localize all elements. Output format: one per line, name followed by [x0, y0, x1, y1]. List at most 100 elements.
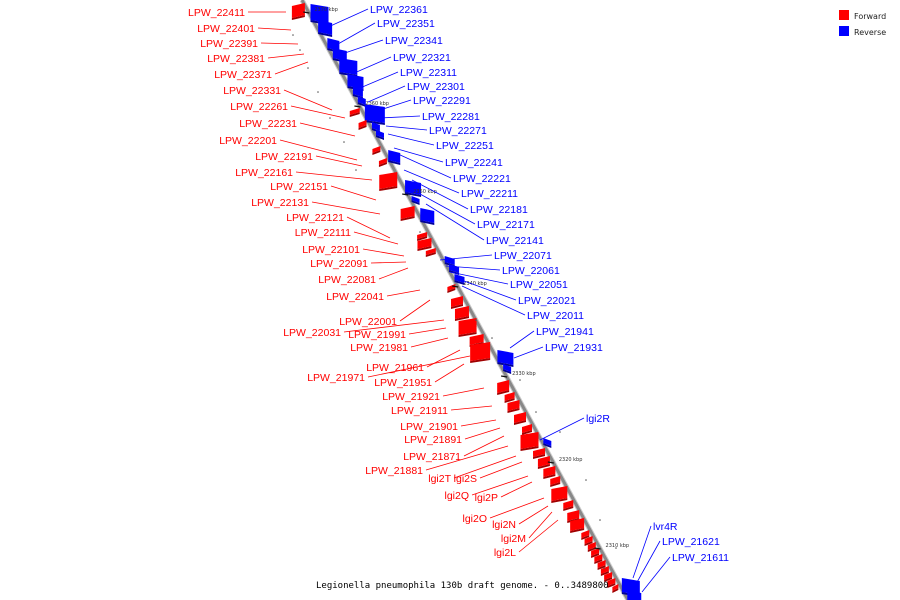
reverse-gene-label[interactable]: LPW_22361 [370, 4, 428, 16]
reverse-gene-block[interactable] [388, 150, 401, 163]
forward-gene-block[interactable] [600, 566, 609, 574]
reverse-gene-label[interactable]: LPW_22051 [510, 279, 568, 291]
forward-gene-block[interactable] [597, 560, 606, 568]
forward-gene-label[interactable]: LPW_21911 [391, 405, 448, 417]
reverse-gene-block[interactable] [444, 256, 455, 265]
forward-gene-label[interactable]: LPW_22201 [219, 135, 277, 147]
forward-gene-label[interactable]: LPW_22161 [235, 167, 293, 179]
forward-gene-block[interactable] [550, 476, 561, 485]
reverse-gene-label[interactable]: LPW_22171 [477, 219, 535, 231]
reverse-gene-label[interactable]: LPW_22281 [422, 111, 480, 123]
forward-gene-label[interactable]: LPW_21991 [348, 329, 406, 341]
reverse-gene-block[interactable] [497, 350, 514, 365]
forward-gene-label[interactable]: LPW_21971 [307, 372, 365, 384]
forward-gene-label[interactable]: lgi2Q [444, 490, 469, 502]
forward-gene-label[interactable]: LPW_22391 [200, 38, 258, 50]
forward-gene-block[interactable] [570, 518, 585, 531]
forward-gene-block[interactable] [581, 530, 590, 538]
forward-gene-label[interactable]: LPW_21921 [382, 391, 440, 403]
forward-gene-block[interactable] [591, 548, 600, 556]
forward-gene-label[interactable]: LPW_22231 [239, 118, 297, 130]
reverse-gene-block[interactable] [357, 96, 366, 105]
reverse-gene-label[interactable]: LPW_22211 [461, 188, 518, 200]
reverse-gene-block[interactable] [332, 48, 347, 61]
forward-gene-block[interactable] [533, 448, 546, 457]
forward-gene-label[interactable]: lgi2N [492, 519, 516, 531]
forward-gene-block[interactable] [507, 400, 520, 411]
reverse-gene-block[interactable] [627, 590, 642, 600]
forward-gene-label[interactable]: lgi2M [501, 533, 526, 545]
forward-gene-label[interactable]: LPW_22131 [251, 197, 309, 209]
forward-gene-label[interactable]: LPW_22031 [283, 327, 341, 339]
forward-gene-label[interactable]: LPW_22401 [197, 23, 255, 35]
reverse-gene-block[interactable] [405, 180, 422, 195]
reverse-gene-block[interactable] [543, 438, 552, 446]
reverse-gene-label[interactable]: lgi2R [586, 413, 610, 425]
forward-gene-block[interactable] [514, 412, 527, 423]
forward-gene-block[interactable] [521, 424, 532, 433]
forward-gene-block[interactable] [425, 248, 436, 255]
reverse-gene-label[interactable]: lvr4R [653, 521, 678, 533]
forward-gene-block[interactable] [543, 466, 556, 477]
reverse-gene-label[interactable]: LPW_22071 [494, 250, 552, 262]
forward-gene-block[interactable] [520, 432, 539, 449]
forward-gene-block[interactable] [469, 334, 484, 345]
forward-gene-label[interactable]: LPW_21951 [374, 377, 432, 389]
forward-gene-label[interactable]: LPW_21901 [400, 421, 458, 433]
forward-gene-label[interactable]: LPW_22101 [302, 244, 360, 256]
reverse-gene-block[interactable] [420, 208, 435, 223]
reverse-gene-label[interactable]: LPW_22321 [393, 52, 451, 64]
forward-gene-block[interactable] [563, 500, 574, 509]
forward-gene-label[interactable]: LPW_22411 [188, 7, 245, 19]
reverse-gene-label[interactable]: LPW_22141 [486, 235, 544, 247]
reverse-gene-label[interactable]: LPW_22311 [400, 67, 457, 79]
forward-gene-label[interactable]: LPW_22091 [310, 258, 368, 270]
reverse-gene-label[interactable]: LPW_22291 [413, 95, 471, 107]
forward-gene-block[interactable] [378, 158, 387, 165]
reverse-gene-block[interactable] [454, 274, 465, 283]
forward-gene-block[interactable] [604, 572, 613, 580]
forward-gene-block[interactable] [587, 542, 596, 550]
forward-gene-label[interactable]: lgi2O [462, 513, 487, 525]
forward-gene-block[interactable] [450, 296, 463, 307]
reverse-gene-block[interactable] [364, 104, 385, 123]
reverse-gene-label[interactable]: LPW_21621 [662, 536, 720, 548]
reverse-gene-block[interactable] [327, 38, 340, 51]
forward-gene-label[interactable]: LPW_22381 [207, 53, 265, 65]
reverse-gene-label[interactable]: LPW_22241 [445, 157, 503, 169]
forward-gene-label[interactable]: LPW_22261 [230, 101, 288, 113]
forward-gene-label[interactable]: LPW_22191 [255, 151, 313, 163]
reverse-gene-block[interactable] [375, 130, 384, 138]
forward-gene-label[interactable]: lgi2S [454, 473, 477, 485]
forward-gene-block[interactable] [349, 108, 360, 115]
forward-gene-label[interactable]: LPW_21891 [404, 434, 462, 446]
forward-gene-block[interactable] [504, 392, 515, 401]
reverse-gene-label[interactable]: LPW_22021 [518, 295, 576, 307]
reverse-gene-label[interactable]: LPW_22351 [377, 18, 435, 30]
reverse-gene-block[interactable] [411, 196, 420, 203]
forward-gene-block[interactable] [454, 306, 469, 319]
reverse-gene-label[interactable]: LPW_21611 [672, 552, 729, 564]
forward-gene-block[interactable] [594, 554, 603, 562]
reverse-gene-label[interactable]: LPW_22221 [453, 173, 511, 185]
forward-gene-block[interactable] [458, 318, 477, 335]
reverse-gene-block[interactable] [503, 364, 512, 372]
forward-gene-label[interactable]: LPW_21881 [365, 465, 423, 477]
reverse-gene-block[interactable] [339, 58, 358, 75]
forward-gene-label[interactable]: LPW_21871 [403, 451, 461, 463]
reverse-gene-label[interactable]: LPW_22271 [429, 125, 487, 137]
forward-gene-block[interactable] [291, 3, 305, 18]
reverse-gene-label[interactable]: LPW_22341 [385, 35, 443, 47]
forward-gene-label[interactable]: LPW_22371 [214, 69, 272, 81]
forward-gene-label[interactable]: LPW_22151 [270, 181, 328, 193]
forward-gene-block[interactable] [379, 172, 398, 189]
forward-gene-label[interactable]: LPW_21981 [350, 342, 408, 354]
reverse-gene-label[interactable]: LPW_21931 [545, 342, 603, 354]
reverse-gene-label[interactable]: LPW_22181 [470, 204, 528, 216]
forward-gene-label[interactable]: LPW_22041 [326, 291, 384, 303]
forward-gene-block[interactable] [358, 120, 367, 128]
forward-gene-label[interactable]: LPW_22121 [286, 212, 344, 224]
forward-gene-label[interactable]: LPW_22111 [295, 227, 351, 239]
forward-gene-block[interactable] [470, 342, 491, 361]
forward-gene-label[interactable]: LPW_22081 [318, 274, 376, 286]
